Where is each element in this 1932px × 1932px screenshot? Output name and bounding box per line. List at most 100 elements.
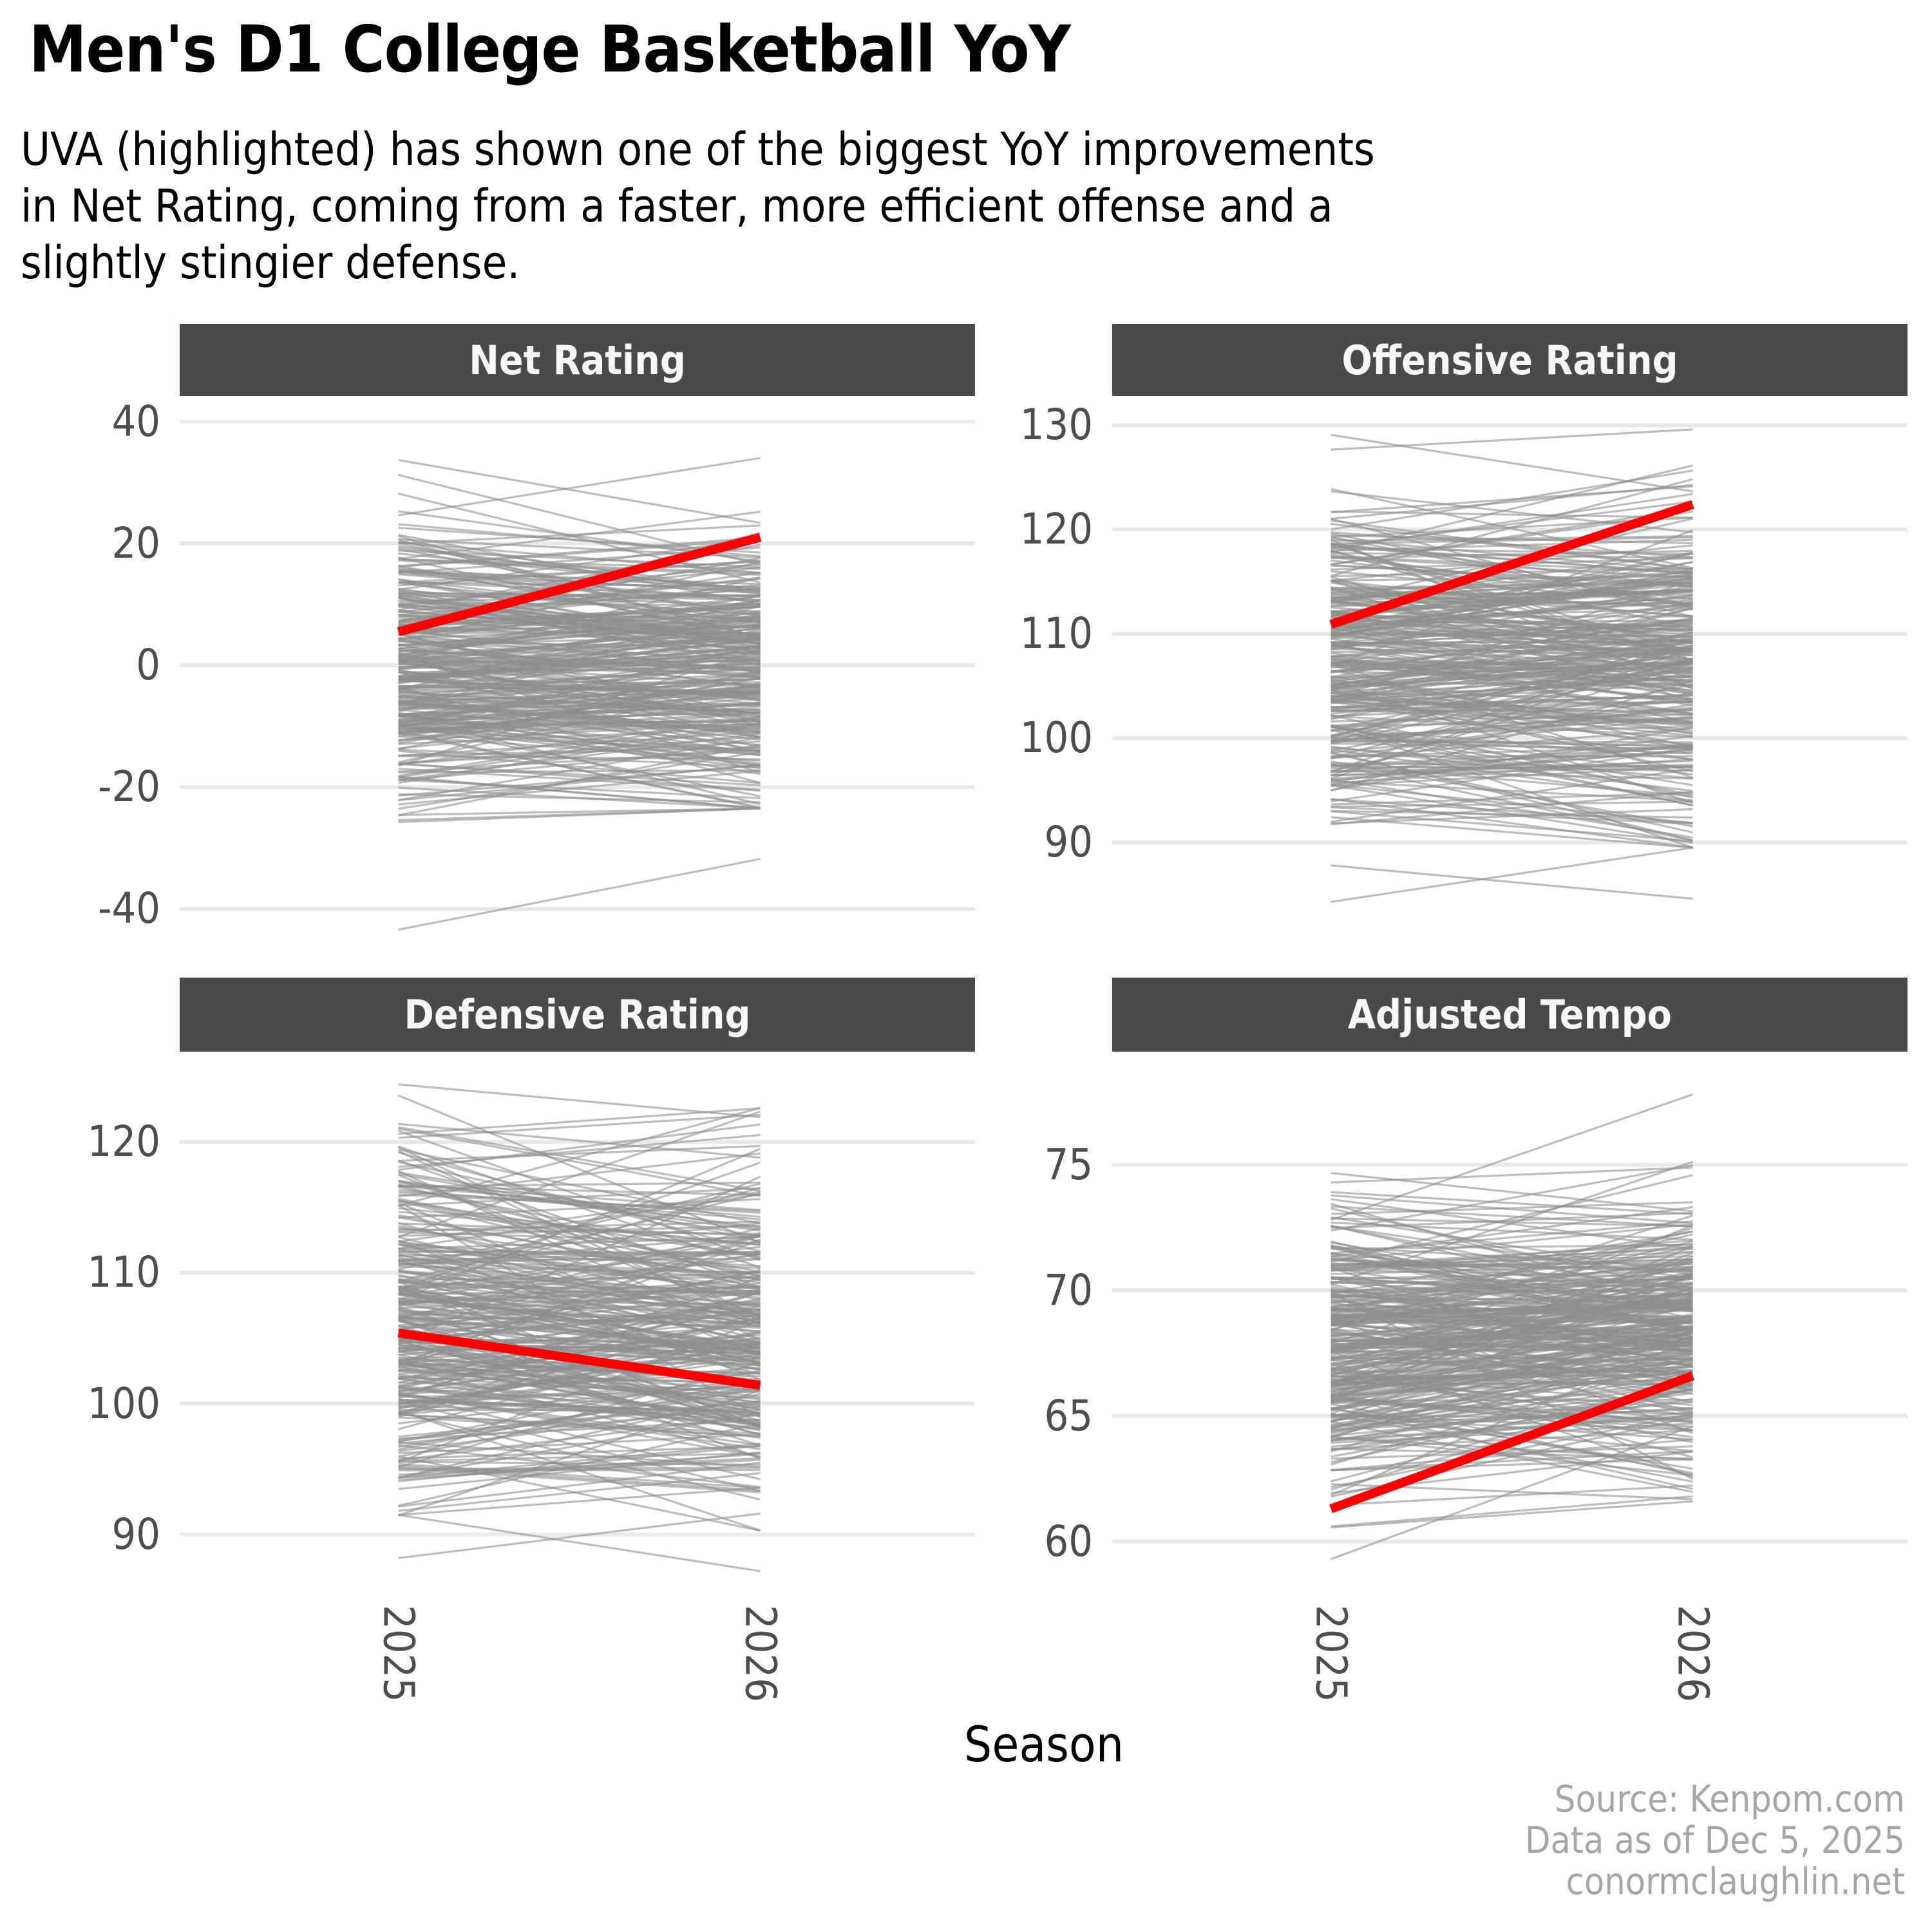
team-line — [398, 685, 761, 718]
team-line — [398, 1411, 761, 1501]
team-line — [398, 1122, 761, 1159]
team-line — [1331, 808, 1693, 824]
team-line — [398, 745, 761, 782]
team-line — [1331, 1300, 1693, 1317]
team-line — [1331, 725, 1693, 761]
team-line — [398, 769, 761, 773]
team-line — [398, 1271, 761, 1288]
y-tick-label: 0 — [136, 640, 160, 690]
x-tick-label: 2025 — [374, 1605, 424, 1703]
facet-title: Adjusted Tempo — [1347, 991, 1672, 1038]
team-line — [398, 538, 761, 568]
caption-line-site: conormclaughlin.net — [1566, 1861, 1905, 1903]
team-line — [398, 1364, 761, 1458]
team-line — [1331, 1289, 1693, 1353]
team-line — [1331, 1372, 1693, 1435]
team-line — [1331, 650, 1693, 673]
team-line — [1331, 1350, 1693, 1395]
team-line — [1331, 1214, 1694, 1332]
team-line — [1331, 610, 1693, 663]
team-line — [398, 1412, 761, 1479]
team-line — [1331, 746, 1693, 780]
team-line — [398, 1316, 761, 1354]
team-line — [1331, 1276, 1693, 1285]
y-tick-label: 40 — [111, 396, 160, 446]
team-line — [1331, 715, 1693, 739]
team-line — [1331, 692, 1693, 701]
team-line — [398, 1244, 761, 1294]
team-line — [398, 1191, 761, 1243]
team-line — [398, 1113, 761, 1139]
team-line — [398, 735, 761, 765]
team-line — [398, 624, 761, 639]
slope-plot-offensive-rating — [1112, 423, 1908, 903]
team-line — [1331, 571, 1693, 594]
team-line — [1331, 765, 1693, 787]
team-line — [1331, 488, 1693, 569]
chart-title: Men's D1 College Basketball YoY — [29, 12, 1071, 87]
team-line — [1331, 706, 1693, 732]
team-line — [398, 1451, 761, 1490]
team-line — [398, 1173, 761, 1238]
team-line — [1331, 485, 1693, 514]
team-line — [398, 1148, 761, 1225]
team-line — [398, 650, 761, 681]
slope-plot-net-rating — [180, 419, 975, 931]
team-line — [398, 1241, 761, 1290]
team-line — [1331, 846, 1693, 903]
team-line — [398, 690, 761, 710]
team-line — [398, 1399, 761, 1438]
team-line — [1331, 1362, 1693, 1434]
team-line — [398, 1512, 761, 1559]
team-line — [1331, 1416, 1693, 1442]
team-line — [398, 1083, 761, 1119]
team-line — [1331, 1495, 1693, 1528]
slope-plot-defensive-rating — [180, 1083, 975, 1573]
team-line — [1331, 1191, 1693, 1215]
team-line — [398, 733, 761, 752]
team-line — [1331, 1343, 1693, 1396]
team-line — [398, 1207, 761, 1246]
team-line — [1331, 1274, 1694, 1423]
x-tick-label: 2026 — [735, 1605, 786, 1703]
uva-highlight-line — [397, 1328, 761, 1390]
team-line — [1331, 1406, 1693, 1432]
team-line — [398, 537, 761, 591]
team-line — [398, 1461, 761, 1508]
team-line — [1331, 681, 1693, 687]
team-line — [1331, 1420, 1693, 1493]
team-line — [1331, 767, 1693, 823]
team-line — [1331, 638, 1693, 658]
team-line — [398, 638, 761, 681]
team-line — [398, 615, 761, 647]
team-line — [1331, 1425, 1694, 1560]
team-line — [398, 1358, 761, 1407]
team-line — [398, 457, 761, 516]
team-line — [1331, 1164, 1693, 1232]
team-line — [398, 1386, 761, 1430]
team-line — [398, 706, 761, 717]
facet-title: Offensive Rating — [1341, 336, 1678, 384]
chart-subtitle: UVA (highlighted) has shown one of the b… — [21, 123, 1375, 289]
team-line — [1331, 1201, 1693, 1215]
y-tick-label: 65 — [1044, 1390, 1093, 1441]
team-line — [1331, 692, 1693, 724]
team-line — [398, 582, 761, 623]
team-line — [398, 1171, 761, 1231]
team-line — [1331, 1242, 1693, 1267]
team-line — [1331, 1500, 1693, 1529]
team-line — [398, 1234, 761, 1293]
y-tick-label: 90 — [1044, 817, 1093, 867]
team-line — [398, 750, 761, 784]
team-line — [398, 1276, 761, 1399]
caption-line-source: Source: Kenpom.com — [1554, 1778, 1905, 1821]
team-line — [398, 1227, 761, 1281]
team-line — [1331, 1412, 1693, 1483]
team-line — [1331, 691, 1693, 772]
team-line — [398, 1398, 761, 1415]
team-line — [398, 786, 761, 810]
team-line — [398, 659, 761, 711]
team-line — [1331, 745, 1693, 758]
team-line — [1331, 578, 1693, 637]
